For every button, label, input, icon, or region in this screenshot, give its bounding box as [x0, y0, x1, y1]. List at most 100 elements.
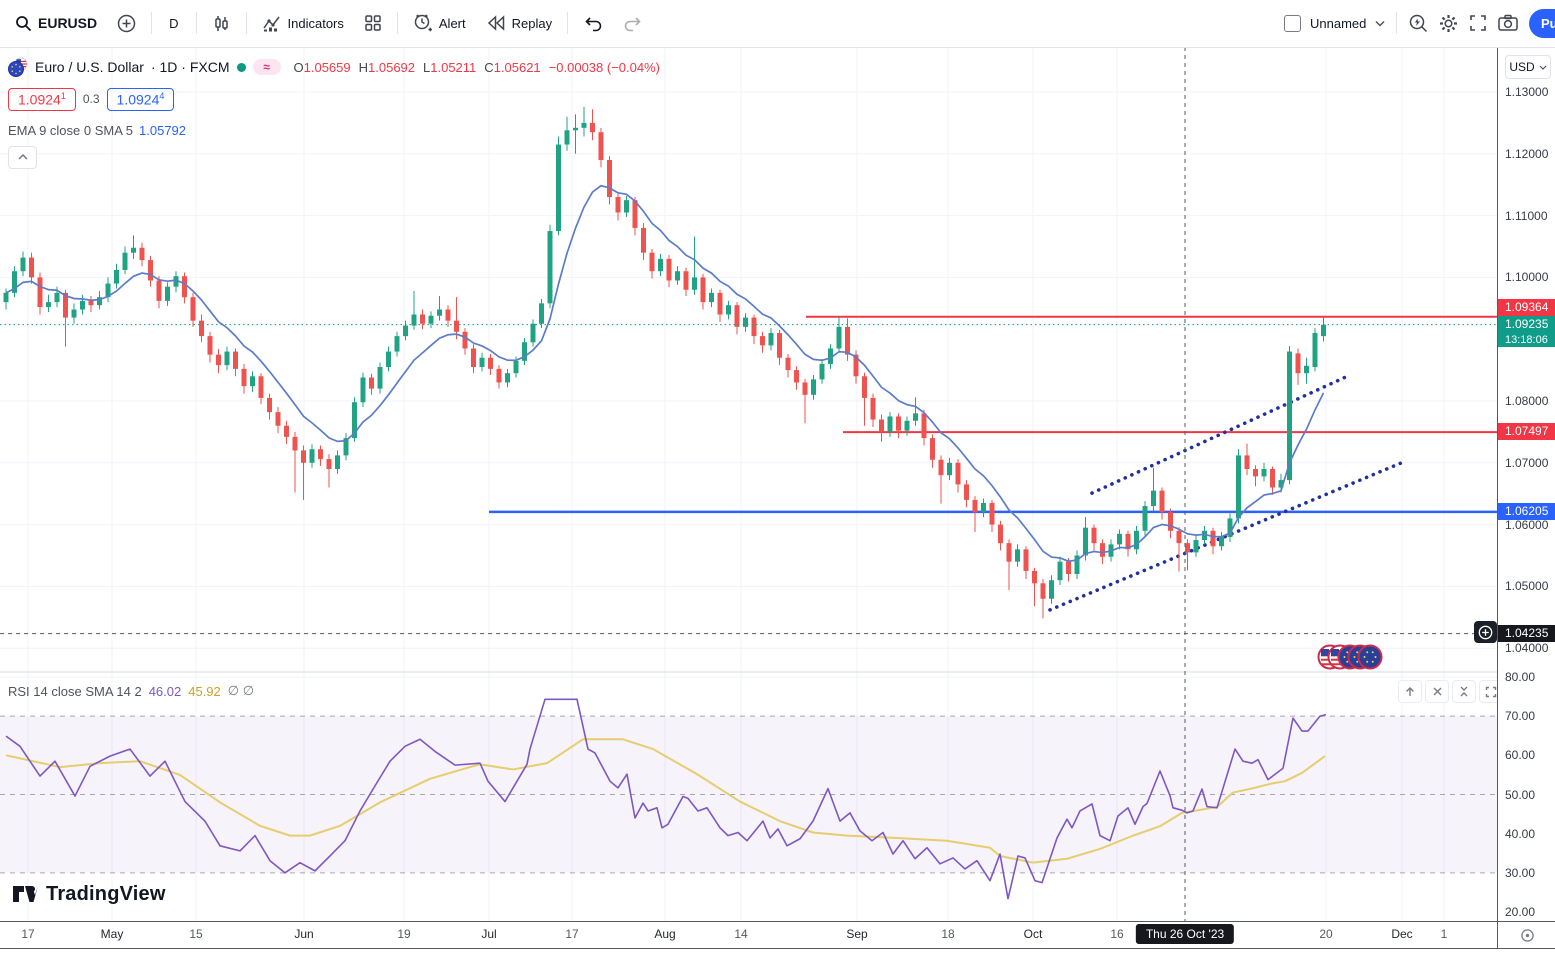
camera-snapshot-icon[interactable] — [1497, 13, 1519, 33]
chart-canvas[interactable] — [0, 0, 1497, 921]
candle-body — [802, 382, 808, 395]
gear-icon — [1520, 928, 1534, 942]
ohlc-values: O1.05659 H1.05692 L1.05211 C1.05621 −0.0… — [293, 59, 660, 75]
price-axis[interactable]: USD 1.13000 1.12000 1.11000 1.10000 1.08000 1… — [1497, 47, 1555, 921]
layout-checkbox[interactable] — [1284, 14, 1301, 32]
candle-body — [573, 127, 578, 131]
candle-body — [411, 314, 417, 326]
candle-body — [879, 419, 884, 432]
candle-body — [598, 132, 604, 160]
candle-body — [156, 280, 162, 301]
ema-indicator-legend[interactable]: EMA 9 close 0 SMA 5 1.05792 — [8, 122, 187, 138]
candle-body — [284, 425, 289, 437]
pane-close-button[interactable] — [1425, 680, 1449, 703]
candle-body — [658, 258, 663, 272]
price-tick: 1.11000 — [1505, 208, 1548, 223]
currency-dropdown[interactable]: USD — [1505, 55, 1551, 79]
price-label-support-low: 1.06205 — [1498, 502, 1555, 520]
fullscreen-icon[interactable] — [1468, 13, 1488, 33]
candle-body — [717, 292, 723, 315]
rsi-indicator-legend[interactable]: RSI 14 close SMA 14 2 46.02 45.92 ∅ ∅ — [8, 683, 255, 699]
candle-body — [420, 314, 425, 324]
rsi-tick: 40.00 — [1505, 826, 1536, 841]
time-tick: 14 — [734, 927, 748, 941]
candle-body — [913, 413, 918, 421]
indicators-button[interactable]: Indicators — [255, 9, 351, 37]
replay-button[interactable]: Replay — [479, 10, 559, 36]
candle-body — [1074, 555, 1080, 575]
layout-name[interactable]: Unnamed — [1310, 15, 1367, 31]
symbol-search-button[interactable]: EURUSD — [8, 10, 104, 37]
time-axis-settings[interactable] — [1497, 922, 1555, 948]
candle-body — [1168, 512, 1173, 531]
time-tick: 20 — [1319, 927, 1333, 941]
chevron-down-icon[interactable] — [1375, 20, 1385, 27]
time-tick: 17 — [565, 927, 579, 941]
pane-collapse-button[interactable] — [1452, 680, 1476, 703]
price-label-crosshair: 1.04235 — [1498, 624, 1555, 642]
pane-move-up-button[interactable] — [1398, 680, 1422, 703]
candle-body — [760, 336, 765, 346]
timeframe-button[interactable]: D — [169, 15, 179, 31]
candle-body — [1321, 324, 1326, 337]
candle-body — [3, 292, 9, 303]
tradingview-logo-icon — [13, 886, 38, 902]
candle-body — [632, 200, 638, 228]
settings-gear-icon[interactable] — [1438, 13, 1459, 34]
candle-body — [1006, 543, 1012, 562]
candle-body — [207, 336, 213, 355]
candle-body — [666, 258, 672, 281]
rsi-line — [5, 698, 1327, 900]
candle-body — [683, 271, 689, 290]
quick-search-icon[interactable] — [1408, 13, 1429, 34]
candlestick-icon — [212, 14, 231, 33]
candle-body — [394, 336, 400, 352]
ask-price-box[interactable]: 1.09244 — [106, 88, 175, 111]
indicator-templates-button[interactable] — [357, 9, 389, 37]
candle-body — [1193, 540, 1199, 553]
candle-body — [1125, 533, 1131, 550]
chart-type-button[interactable] — [205, 9, 238, 38]
candle-body — [216, 354, 221, 366]
candle-body — [751, 317, 757, 337]
candle-body — [1202, 530, 1207, 541]
candle-body — [190, 297, 196, 321]
pair-title[interactable]: Euro / U.S. Dollar — [35, 59, 144, 75]
chevron-down-icon — [1539, 65, 1547, 70]
candle-body — [46, 302, 51, 308]
alert-button[interactable]: Alert — [406, 8, 473, 38]
candle-body — [352, 402, 357, 439]
candle-body — [522, 342, 527, 361]
time-tick: 19 — [397, 927, 411, 941]
candle-body — [590, 122, 595, 133]
economic-event-icons[interactable] — [1316, 644, 1394, 671]
price-label-last: 1.09235 13:18:06 — [1498, 315, 1555, 347]
candle-body — [131, 247, 136, 253]
publish-button[interactable]: Pu — [1529, 9, 1555, 38]
candle-body — [539, 303, 544, 324]
alert-label: Alert — [438, 15, 466, 31]
candle-body — [1066, 561, 1071, 575]
candle-body — [904, 420, 910, 431]
candle-body — [1176, 530, 1182, 544]
price-label-support-mid: 1.07497 — [1498, 423, 1555, 441]
time-axis[interactable]: 17 May 15 Jun 19 Jul 17 Aug 14 Sep 18 Oct 16 20 Dec 1 T… — [0, 921, 1555, 949]
plus-circle-icon — [117, 14, 136, 33]
candle-body — [1117, 533, 1122, 545]
price-tick: 1.12000 — [1505, 146, 1549, 161]
compare-add-button[interactable] — [110, 9, 143, 38]
candle-body — [233, 351, 238, 369]
candle-body — [292, 436, 298, 451]
symbol-name: EURUSD — [38, 15, 98, 31]
candle-body — [369, 377, 374, 389]
candle-body — [88, 300, 94, 306]
redo-button[interactable] — [616, 9, 650, 38]
candle-body — [360, 377, 366, 403]
legend-collapse-button[interactable] — [8, 145, 37, 169]
undo-button[interactable] — [576, 9, 610, 38]
bid-price-box[interactable]: 1.09241 — [8, 88, 76, 111]
candle-body — [1083, 527, 1088, 556]
tradingview-logo[interactable]: TradingView — [12, 882, 166, 906]
pair-meta[interactable]: · 1D · FXCM — [150, 59, 230, 75]
crosshair-add-button[interactable] — [1474, 621, 1497, 643]
